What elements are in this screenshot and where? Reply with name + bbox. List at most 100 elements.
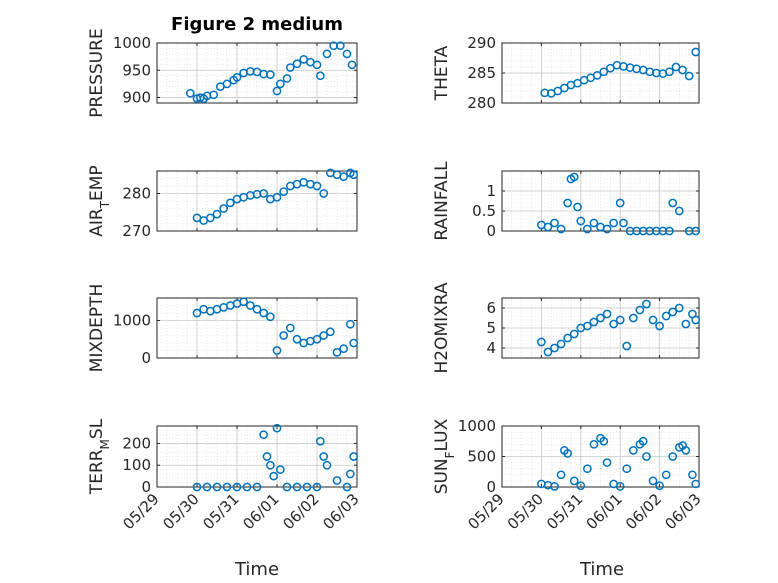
data-point <box>335 41 345 51</box>
y-axis-label: PRESSURE <box>87 28 107 117</box>
y-axis-label: SUNFLUX <box>432 418 457 494</box>
data-point <box>292 334 302 344</box>
data-point <box>312 181 322 191</box>
data-point <box>556 224 566 234</box>
data-point <box>332 476 342 485</box>
data-point <box>349 338 359 348</box>
data-point <box>583 464 592 474</box>
data-point <box>583 224 592 234</box>
data-point <box>315 436 325 446</box>
data-point <box>222 482 232 492</box>
y-tick-label: 1 <box>486 182 496 200</box>
data-point <box>681 446 691 455</box>
y-axis-label: MIXDEPTH <box>87 284 107 373</box>
data-point <box>269 471 279 481</box>
data-point <box>622 341 632 351</box>
data-point <box>576 216 586 226</box>
data-point <box>225 198 235 208</box>
data-point <box>668 307 678 317</box>
data-point <box>292 482 302 492</box>
data-point <box>628 313 638 323</box>
data-point <box>569 329 579 339</box>
data-point <box>245 301 255 310</box>
data-point <box>205 213 215 223</box>
y-tick-label: 5 <box>486 319 496 337</box>
y-tick-label: 280 <box>122 185 151 203</box>
data-point <box>563 198 573 208</box>
data-point <box>239 297 249 307</box>
data-point <box>349 170 359 180</box>
data-point <box>691 47 701 57</box>
data-point <box>615 198 625 208</box>
data-point <box>232 73 242 82</box>
data-point <box>681 319 691 329</box>
data-point <box>347 60 357 70</box>
data-point <box>312 60 322 70</box>
data-point <box>550 343 559 353</box>
y-tick-label: 270 <box>122 222 151 240</box>
data-point <box>319 452 329 461</box>
data-point <box>272 346 282 355</box>
subplot-pressure: 900 950 1000 PRESSURE <box>87 28 358 118</box>
data-point <box>622 464 632 474</box>
data-point <box>192 482 202 492</box>
data-point <box>628 446 638 455</box>
data-point <box>638 436 648 446</box>
data-point <box>322 460 332 470</box>
data-point <box>665 67 674 77</box>
data-point <box>262 452 272 461</box>
subplot-rainfall: 0 0.5 1 RAINFALL <box>432 161 701 241</box>
x-axis-label-right: Time <box>579 559 624 580</box>
data-point <box>312 482 322 492</box>
y-axis-label: AIRTEMP <box>87 165 112 236</box>
data-point <box>543 222 553 232</box>
data-point <box>665 226 674 236</box>
y-tick-label: 6 <box>486 299 496 317</box>
y-axis-label: TERRMSL <box>87 418 112 495</box>
data-point <box>599 436 609 446</box>
data-point <box>242 482 252 492</box>
data-point <box>674 206 684 216</box>
y-tick-label: 1000 <box>458 417 496 435</box>
data-point <box>543 347 553 357</box>
data-point <box>279 187 289 196</box>
data-point <box>339 344 349 353</box>
data-point <box>349 452 359 461</box>
data-point <box>315 71 325 81</box>
data-point <box>563 449 573 458</box>
data-point <box>325 327 335 337</box>
data-point <box>655 321 664 331</box>
data-point <box>209 90 219 100</box>
data-point <box>599 67 609 77</box>
data-point <box>569 476 579 486</box>
data-point <box>259 189 269 198</box>
data-point <box>192 308 202 318</box>
y-tick-label: 0 <box>141 349 151 367</box>
data-point <box>537 337 546 347</box>
data-point <box>596 313 605 323</box>
data-point <box>602 309 612 319</box>
data-point <box>563 333 573 343</box>
data-point <box>576 481 586 491</box>
data-point <box>272 86 282 96</box>
data-point <box>202 482 212 492</box>
y-axis-label: THETA <box>432 45 452 101</box>
data-point <box>602 224 612 234</box>
data-point <box>319 189 329 198</box>
chart-title: Figure 2 medium <box>171 14 343 35</box>
subplot-mixdepth: 0 1000 MIXDEPTH <box>87 284 359 373</box>
data-point <box>678 65 687 75</box>
data-point <box>668 452 678 461</box>
data-point <box>691 315 701 325</box>
y-tick-label: 100 <box>122 456 151 474</box>
data-point <box>668 198 678 208</box>
data-point <box>212 482 222 492</box>
data-point <box>688 470 697 480</box>
data-point <box>648 315 658 325</box>
y-tick-label: 4 <box>486 339 496 357</box>
data-point <box>569 172 579 182</box>
data-point <box>684 71 694 81</box>
y-tick-label: 1000 <box>113 312 151 330</box>
